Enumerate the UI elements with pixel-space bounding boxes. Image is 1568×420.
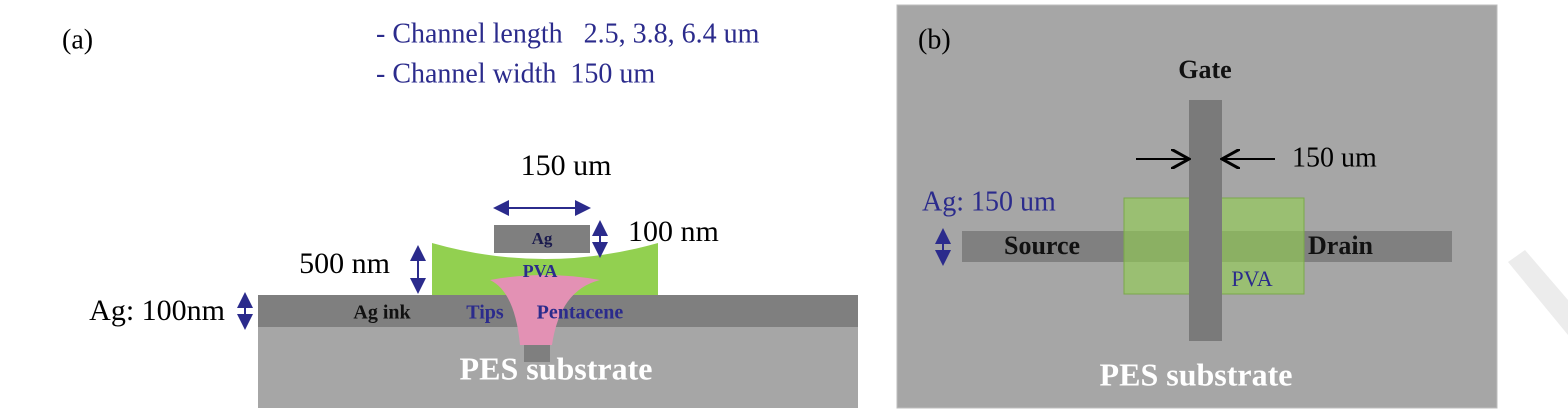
dimension-label: 150 um <box>1292 142 1377 173</box>
top-ag <box>494 225 590 253</box>
substrate-label: PES substrate <box>460 350 653 386</box>
pva-label: PVA <box>1231 266 1272 291</box>
decoration <box>1508 250 1568 335</box>
source-label: Source <box>1004 231 1080 260</box>
dimension-label: 500 nm <box>299 247 390 280</box>
substrate <box>258 325 858 408</box>
panel-label: (b) <box>918 24 951 55</box>
panel-b: (b) Gate 150 um Ag: 150 um Source Drain … <box>896 4 1498 409</box>
electrode-stub <box>524 345 550 362</box>
layer-label: Tips <box>466 302 504 324</box>
panel-label: (a) <box>62 24 93 55</box>
dimension-label: Ag: 150 um <box>922 186 1056 217</box>
pentacene <box>490 275 600 345</box>
layer-label: Pentacene <box>537 302 624 324</box>
dimension-label: 100 nm <box>628 215 719 248</box>
note: - Channel width 150 um <box>376 58 655 89</box>
substrate-label: PES substrate <box>1100 356 1293 392</box>
gate-label: Gate <box>1178 55 1231 84</box>
panel-a: (a) - Channel length 2.5, 3.8, 6.4 um - … <box>62 18 858 408</box>
gate-line <box>1189 100 1222 341</box>
dimension-label: 150 um <box>521 149 612 182</box>
layer-label: Ag ink <box>353 302 411 324</box>
layer-label: PVA <box>523 261 558 281</box>
note: - Channel length 2.5, 3.8, 6.4 um <box>376 18 760 49</box>
dimension-label: Ag: 100nm <box>89 294 225 327</box>
layer-label: Ag <box>532 229 553 248</box>
drain-label: Drain <box>1308 231 1374 260</box>
